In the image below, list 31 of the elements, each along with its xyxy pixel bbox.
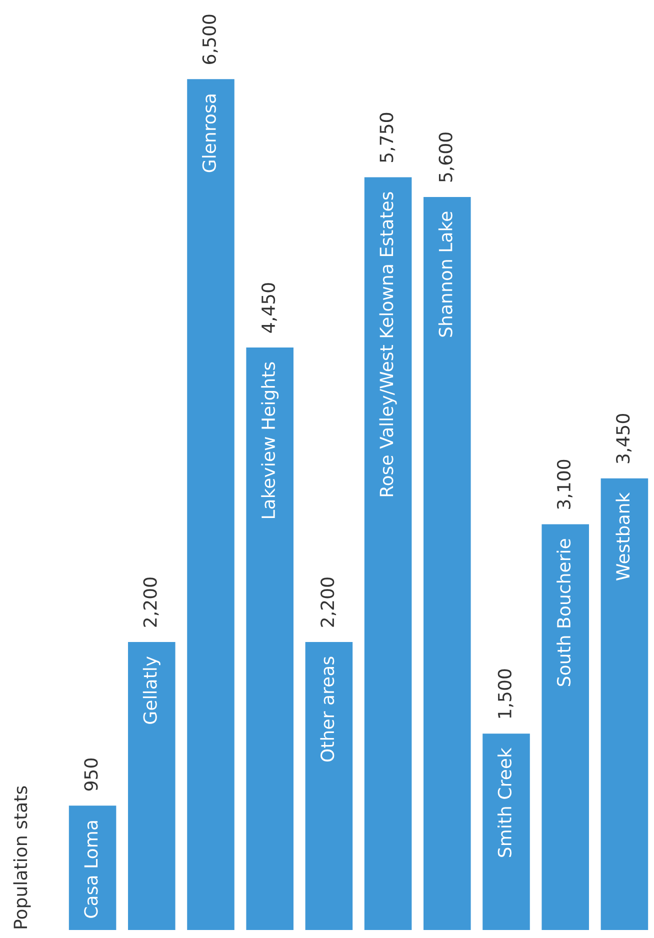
data-label: 2,200: [320, 578, 336, 627]
x-tick-label: Westbank: [616, 492, 630, 580]
x-tick-label: Other areas: [320, 656, 334, 762]
data-label: 5,750: [380, 112, 396, 162]
x-tick-label: Smith Creek: [498, 748, 512, 857]
x-tick-label: South Boucherie: [556, 539, 571, 686]
bar: [424, 196, 471, 930]
x-tick-label: Casa Loma: [84, 821, 98, 918]
bar: [542, 524, 589, 930]
data-label: 1,500: [498, 669, 514, 718]
x-tick-label: Shannon Lake: [438, 212, 452, 337]
data-label: 3,450: [616, 414, 632, 464]
data-label: 3,100: [556, 460, 572, 509]
bar: [187, 79, 234, 930]
x-tick-label: Rose Valley/West Kelowna Estates: [379, 192, 397, 496]
text: Population stats: [13, 786, 31, 928]
x-tick-label: Gellatly: [142, 656, 160, 724]
bar: [364, 177, 412, 930]
data-label: 5,600: [438, 132, 454, 182]
x-tick-label: Lakeview Heights: [261, 362, 279, 518]
data-label: 2,200: [143, 578, 159, 627]
x-tick-label: Glenrosa: [202, 94, 216, 172]
data-label: 950: [84, 758, 98, 791]
data-label: 4,450: [261, 283, 277, 333]
bar: [600, 478, 648, 930]
bar: [482, 734, 530, 930]
bar: [128, 642, 176, 930]
bar: [68, 806, 116, 930]
bar: [305, 642, 353, 930]
bar: [246, 347, 294, 930]
data-label: 6,500: [202, 14, 218, 64]
